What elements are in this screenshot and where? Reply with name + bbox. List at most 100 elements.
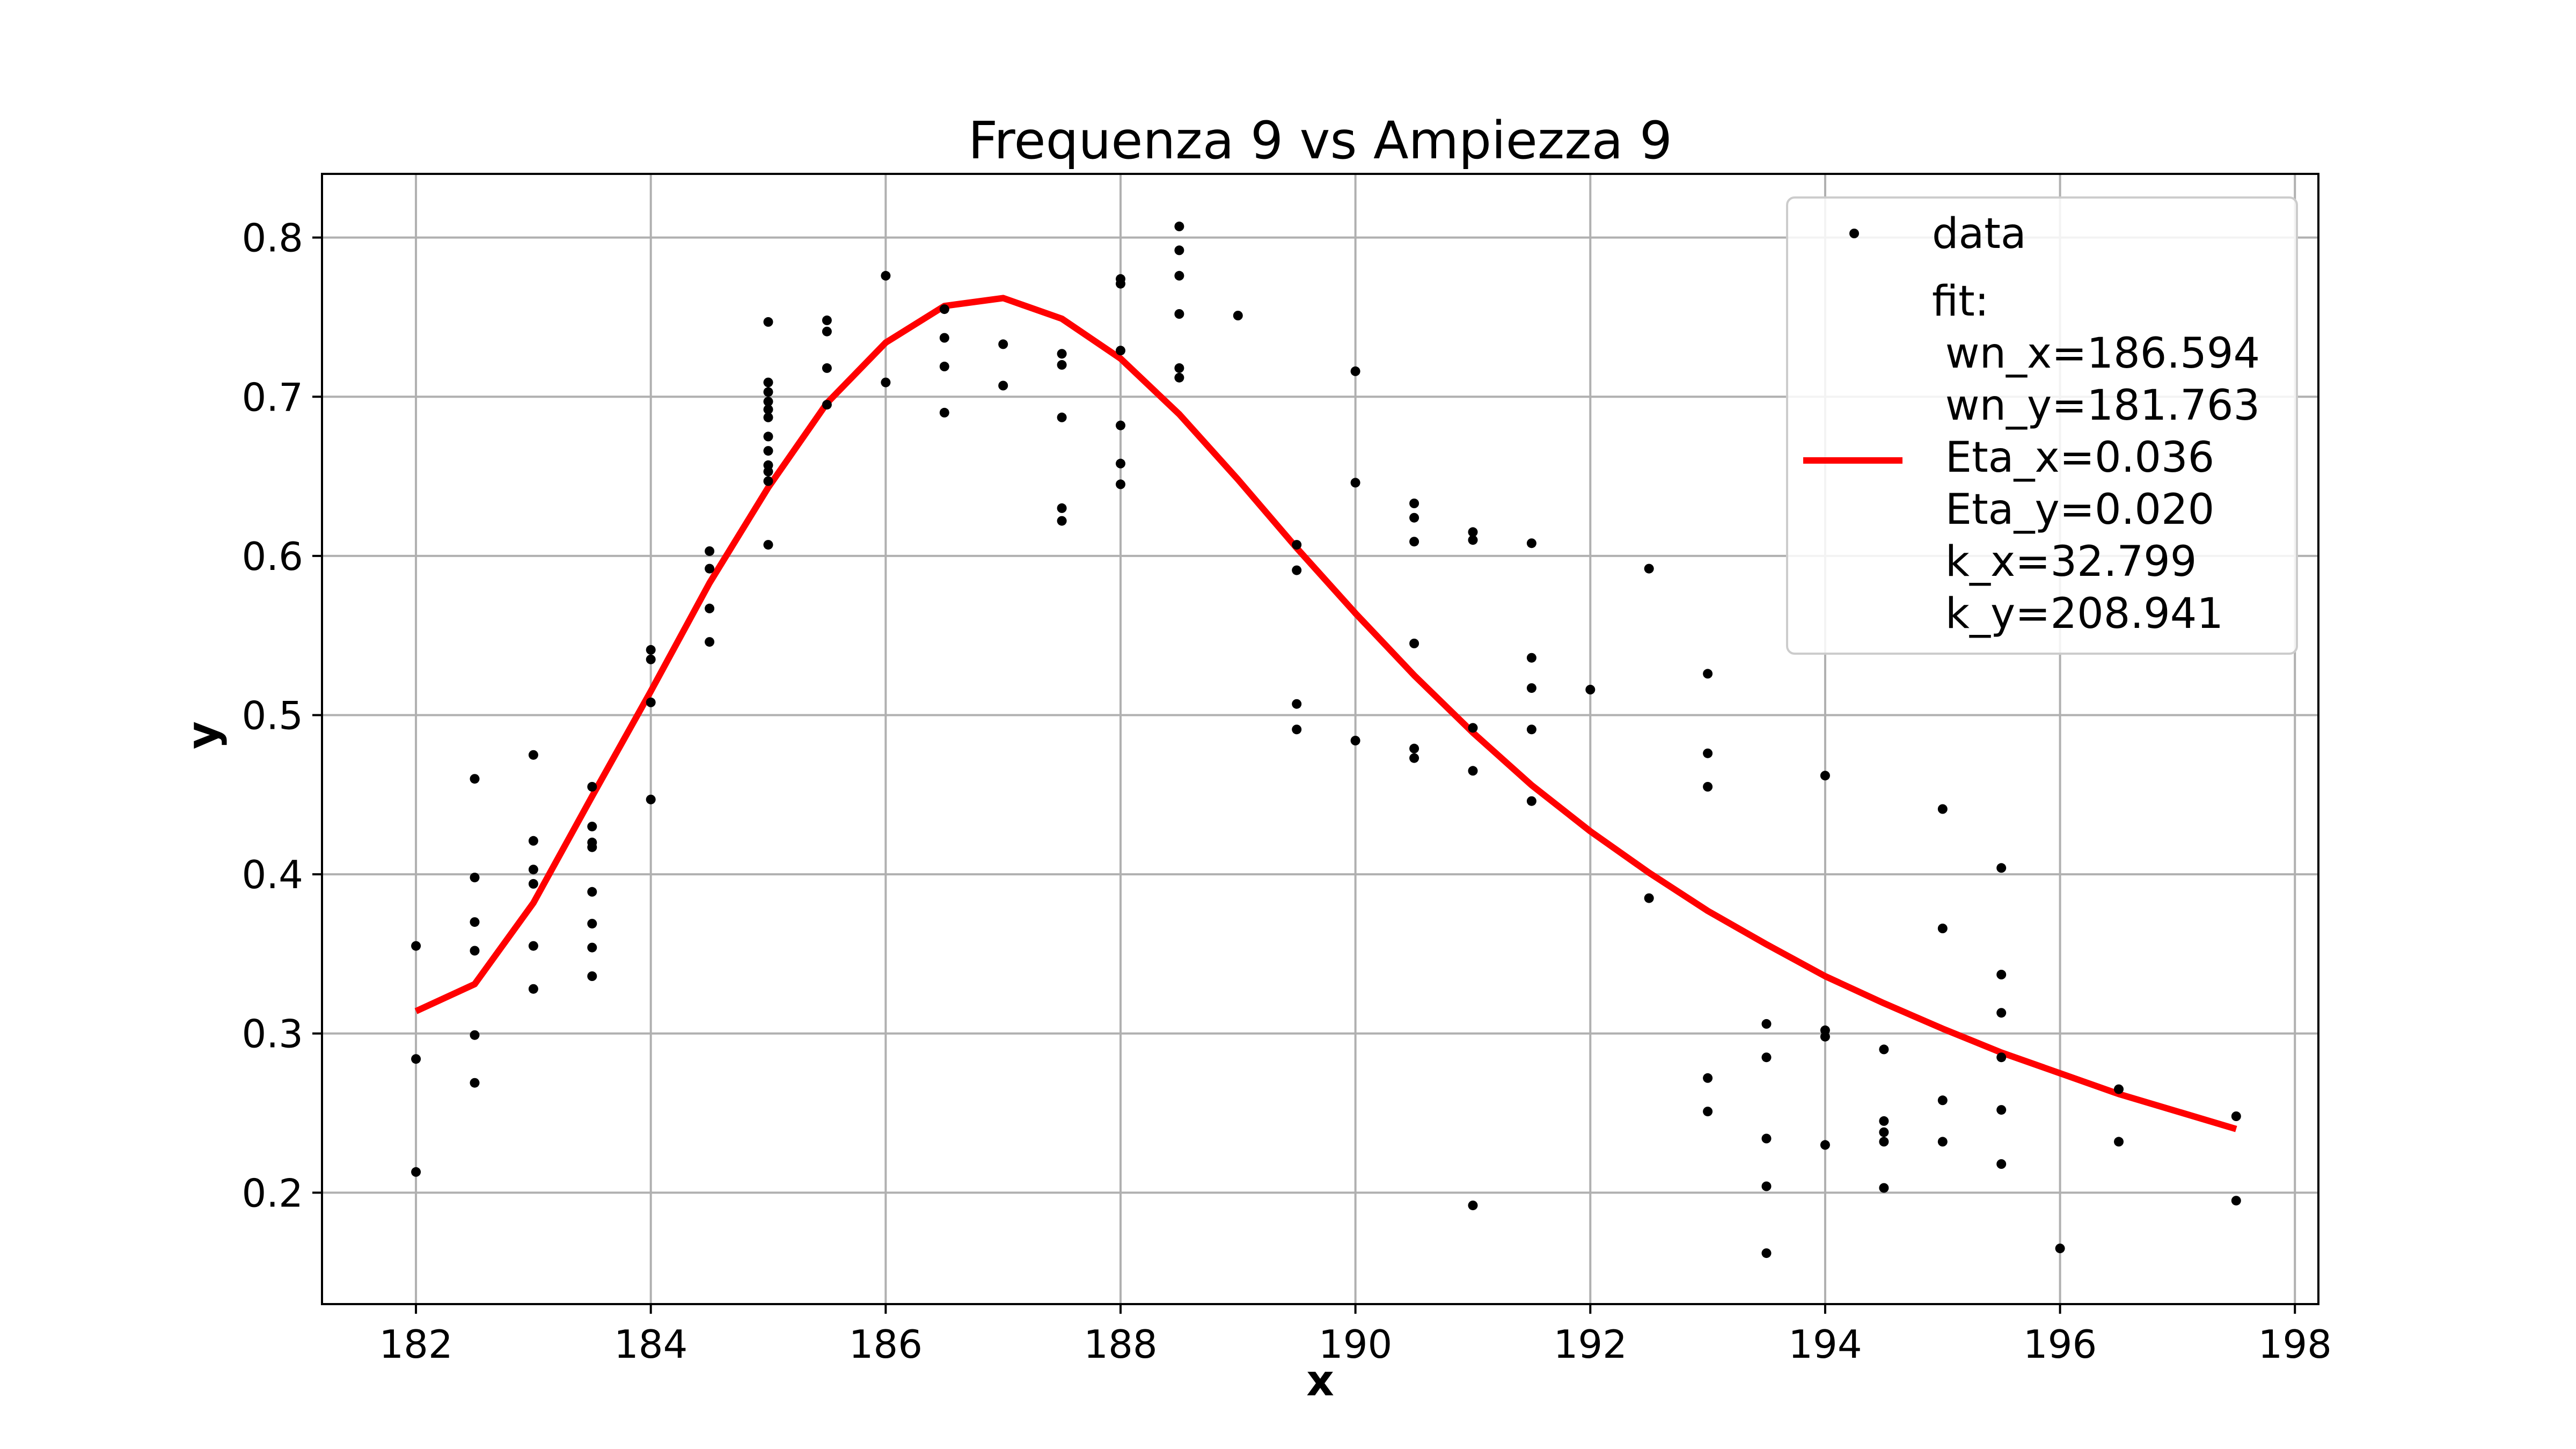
data-point bbox=[646, 794, 656, 804]
data-point bbox=[1879, 1116, 1889, 1126]
data-point bbox=[1116, 279, 1125, 289]
data-point bbox=[1761, 1133, 1772, 1144]
y-axis-label: y bbox=[178, 721, 228, 749]
legend-fit-line: Eta_x=0.036 bbox=[1932, 434, 2214, 482]
data-point bbox=[1350, 736, 1360, 745]
x-tick-label: 186 bbox=[849, 1322, 923, 1367]
data-point bbox=[881, 270, 891, 281]
data-point bbox=[1996, 970, 2007, 979]
data-point bbox=[881, 377, 891, 387]
data-point bbox=[763, 431, 773, 442]
data-point bbox=[587, 971, 597, 981]
data-point bbox=[1174, 309, 1184, 319]
data-point bbox=[1879, 1044, 1889, 1055]
data-point bbox=[1526, 653, 1536, 663]
x-tick-label: 196 bbox=[2023, 1322, 2097, 1367]
data-point bbox=[1116, 420, 1125, 430]
data-point bbox=[1937, 1095, 1948, 1106]
data-point bbox=[1996, 1008, 2007, 1018]
data-point bbox=[1703, 1107, 1713, 1117]
legend: data fit: wn_x=186.594 wn_y=181.763 Eta_… bbox=[1786, 196, 2298, 655]
data-point bbox=[1174, 270, 1184, 281]
data-point bbox=[1703, 1073, 1713, 1083]
data-point bbox=[1057, 412, 1067, 422]
data-point bbox=[822, 315, 832, 325]
data-point bbox=[528, 836, 538, 846]
data-point bbox=[646, 697, 656, 707]
data-point bbox=[1996, 863, 2007, 873]
y-tick-label: 0.7 bbox=[241, 375, 303, 420]
x-tick-label: 188 bbox=[1084, 1322, 1157, 1367]
y-axis-ticks: 0.2 0.3 0.4 0.5 0.6 0.7 0.8 bbox=[241, 216, 322, 1216]
fit-line bbox=[414, 295, 2237, 1132]
data-point bbox=[763, 412, 773, 422]
x-tick-label: 182 bbox=[379, 1322, 452, 1367]
data-point bbox=[763, 540, 773, 550]
y-tick-label: 0.8 bbox=[241, 216, 303, 261]
data-point bbox=[998, 339, 1008, 349]
data-point bbox=[1174, 363, 1184, 373]
data-point bbox=[2231, 1196, 2241, 1206]
data-point bbox=[1468, 1201, 1478, 1211]
data-point bbox=[822, 400, 832, 410]
data-point bbox=[1820, 771, 1830, 781]
x-tick-label: 194 bbox=[1788, 1322, 1862, 1367]
data-point bbox=[1233, 311, 1243, 320]
data-point bbox=[1644, 564, 1654, 574]
y-tick-label: 0.5 bbox=[241, 693, 303, 738]
data-point bbox=[2114, 1084, 2124, 1094]
y-tick-label: 0.3 bbox=[241, 1012, 303, 1057]
data-point bbox=[470, 917, 480, 927]
data-point bbox=[470, 1078, 480, 1088]
data-point bbox=[587, 942, 597, 953]
y-tick-label: 0.6 bbox=[241, 534, 303, 579]
data-point bbox=[1174, 221, 1184, 231]
plot-frame bbox=[321, 173, 2319, 1305]
legend-fit-line: wn_y=181.763 bbox=[1932, 382, 2260, 430]
data-point bbox=[1409, 743, 1419, 753]
data-point bbox=[705, 637, 715, 647]
data-point bbox=[1409, 499, 1419, 508]
data-point bbox=[411, 1167, 421, 1177]
data-point bbox=[1409, 513, 1419, 523]
data-point bbox=[587, 822, 597, 832]
data-point bbox=[822, 326, 832, 336]
data-point bbox=[1057, 503, 1067, 513]
data-point bbox=[1996, 1105, 2007, 1115]
data-point bbox=[528, 865, 538, 875]
data-point bbox=[528, 984, 538, 994]
data-point bbox=[1116, 346, 1125, 356]
x-tick-label: 190 bbox=[1319, 1322, 1392, 1367]
data-point bbox=[1526, 796, 1536, 806]
data-point bbox=[1468, 766, 1478, 776]
data-point bbox=[939, 333, 949, 343]
data-point bbox=[1585, 685, 1596, 694]
data-point bbox=[1468, 723, 1478, 733]
data-point bbox=[587, 887, 597, 897]
y-tick-label: 0.2 bbox=[241, 1170, 303, 1216]
data-point bbox=[763, 405, 773, 414]
legend-fit-line: k_x=32.799 bbox=[1932, 538, 2197, 586]
data-point bbox=[1703, 782, 1713, 792]
x-axis-label: x bbox=[1306, 1356, 1334, 1406]
data-point bbox=[1292, 699, 1302, 709]
data-point bbox=[1116, 479, 1125, 489]
data-point bbox=[1820, 1140, 1830, 1150]
data-point bbox=[763, 317, 773, 327]
fit-layer bbox=[414, 295, 2237, 1132]
data-point bbox=[1292, 565, 1302, 575]
data-point bbox=[1761, 1248, 1772, 1258]
data-point bbox=[939, 361, 949, 371]
data-point bbox=[763, 377, 773, 387]
data-point bbox=[763, 446, 773, 456]
data-point bbox=[1409, 753, 1419, 763]
data-point bbox=[470, 774, 480, 784]
data-point bbox=[1174, 245, 1184, 255]
data-point bbox=[1996, 1159, 2007, 1169]
data-point bbox=[587, 782, 597, 792]
data-point bbox=[1409, 537, 1419, 547]
legend-fit-line: fit: bbox=[1932, 277, 1989, 326]
legend-fit-label: fit: wn_x=186.594 wn_y=181.763 Eta_x=0.0… bbox=[1932, 277, 2260, 638]
data-point bbox=[1057, 360, 1067, 370]
